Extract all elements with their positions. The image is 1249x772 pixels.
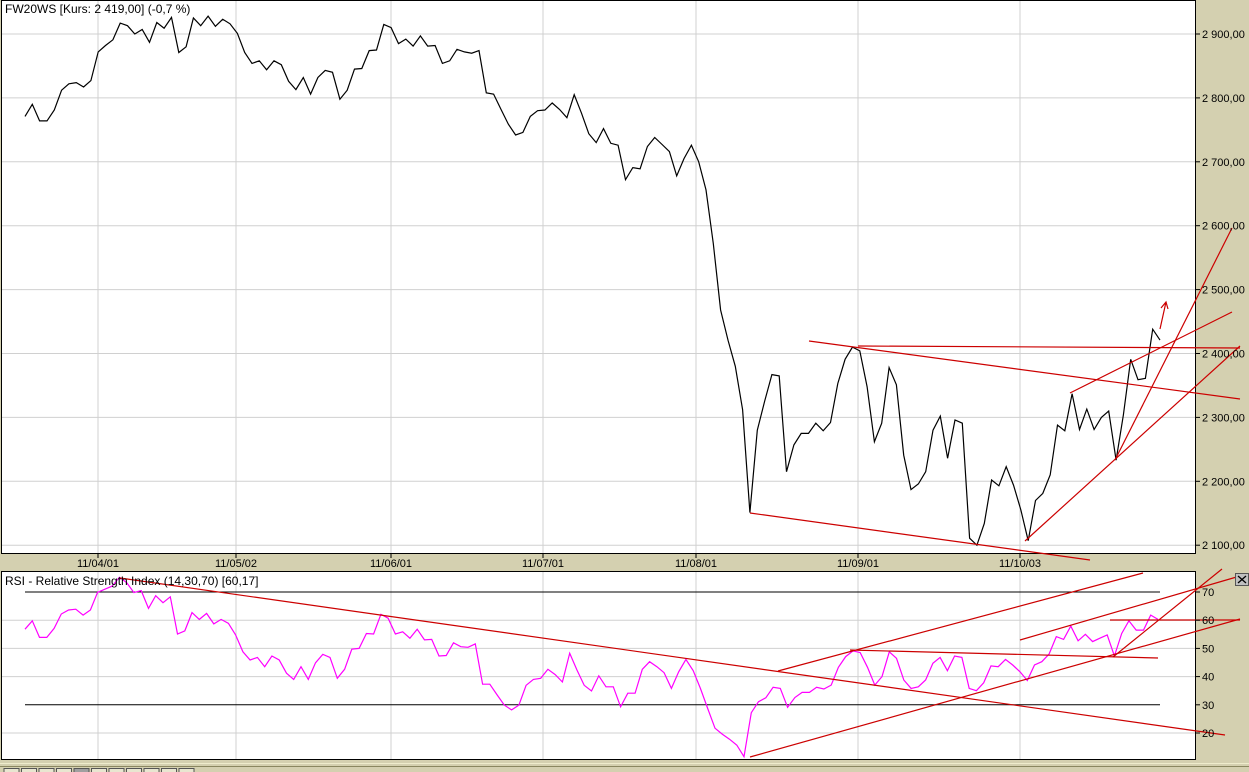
toolbar-tab-button[interactable] xyxy=(91,768,107,772)
price-y-tick-label: 2 200,00 xyxy=(1202,476,1245,488)
price-series-line xyxy=(24,15,1161,547)
toolbar-tab-button[interactable] xyxy=(56,768,72,772)
x-tick-label: 11/04/01 xyxy=(77,558,119,570)
trendline xyxy=(1019,575,1241,641)
rsi-series-line xyxy=(24,576,1159,759)
price-y-tick-label: 2 300,00 xyxy=(1202,412,1245,424)
trendline xyxy=(777,572,1144,672)
close-icon xyxy=(1237,575,1247,584)
price-y-tick-label: 2 700,00 xyxy=(1202,157,1245,169)
toolbar-tab-button[interactable] xyxy=(21,768,37,772)
trendline xyxy=(849,649,1159,659)
rsi-y-tick-label: 70 xyxy=(1202,587,1214,599)
x-tick-label: 11/07/01 xyxy=(522,558,564,570)
trendline xyxy=(808,340,1241,400)
rsi-y-tick-label: 30 xyxy=(1202,700,1214,712)
trendline xyxy=(1024,345,1241,542)
rsi-y-tick-label: 40 xyxy=(1202,672,1214,684)
trendline xyxy=(1114,227,1233,461)
trendline xyxy=(1112,568,1223,658)
rsi-chart-title: RSI - Relative Strength Index (14,30,70)… xyxy=(5,574,258,588)
toolbar-tab-button[interactable] xyxy=(178,768,195,772)
x-tick-label: 11/06/01 xyxy=(370,558,412,570)
price-y-tick-label: 2 600,00 xyxy=(1202,221,1245,233)
trendline xyxy=(1069,311,1233,394)
toolbar-tab-button[interactable] xyxy=(38,768,55,772)
rsi-panel xyxy=(1,571,1196,760)
price-panel xyxy=(1,0,1196,554)
rsi-y-tick-label: 20 xyxy=(1202,728,1214,740)
rsi-y-tick-label: 60 xyxy=(1202,615,1214,627)
x-tick-label: 11/05/02 xyxy=(215,558,257,570)
trendline xyxy=(119,577,1226,736)
toolbar-tab-button[interactable] xyxy=(161,768,177,772)
rsi-y-tick-label: 50 xyxy=(1202,643,1214,655)
toolbar-tab-button[interactable] xyxy=(108,768,125,772)
x-tick-label: 11/09/01 xyxy=(837,558,879,570)
arrow-up-icon xyxy=(1159,300,1169,330)
toolbar-tab-button[interactable] xyxy=(3,768,20,772)
x-tick-label: 11/08/01 xyxy=(675,558,717,570)
toolbar-tab-button[interactable] xyxy=(73,768,90,772)
toolbar-tab-button[interactable] xyxy=(143,768,160,772)
trendline xyxy=(857,345,1241,349)
bottom-toolbar xyxy=(0,763,1249,767)
price-y-tick-label: 2 800,00 xyxy=(1202,93,1245,105)
trendline xyxy=(749,618,1241,758)
trendline xyxy=(749,512,1091,561)
toolbar-tab-button[interactable] xyxy=(126,768,142,772)
price-y-tick-label: 2 900,00 xyxy=(1202,29,1245,41)
price-y-tick-label: 2 500,00 xyxy=(1202,285,1245,297)
x-tick-label: 11/10/03 xyxy=(999,558,1041,570)
price-y-tick-label: 2 100,00 xyxy=(1202,540,1245,552)
price-y-tick-label: 2 400,00 xyxy=(1202,349,1245,361)
price-chart-title: FW20WS [Kurs: 2 419,00] (-0,7 %) xyxy=(5,2,190,16)
close-panel-button[interactable] xyxy=(1235,573,1249,586)
